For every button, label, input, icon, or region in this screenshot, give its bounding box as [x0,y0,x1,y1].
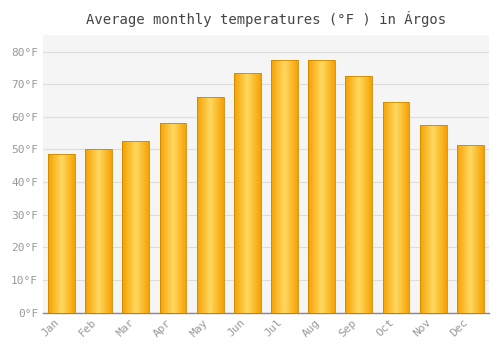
Bar [48,154,75,313]
Bar [308,60,335,313]
Bar [420,125,446,313]
Bar [86,149,112,313]
Bar [457,145,483,313]
Bar [271,60,298,313]
Bar [160,123,186,313]
Bar [346,76,372,313]
Bar [234,73,260,313]
Title: Average monthly temperatures (°F ) in Árgos: Average monthly temperatures (°F ) in Ár… [86,11,446,27]
Bar [197,97,224,313]
Bar [382,102,409,313]
Bar [122,141,149,313]
